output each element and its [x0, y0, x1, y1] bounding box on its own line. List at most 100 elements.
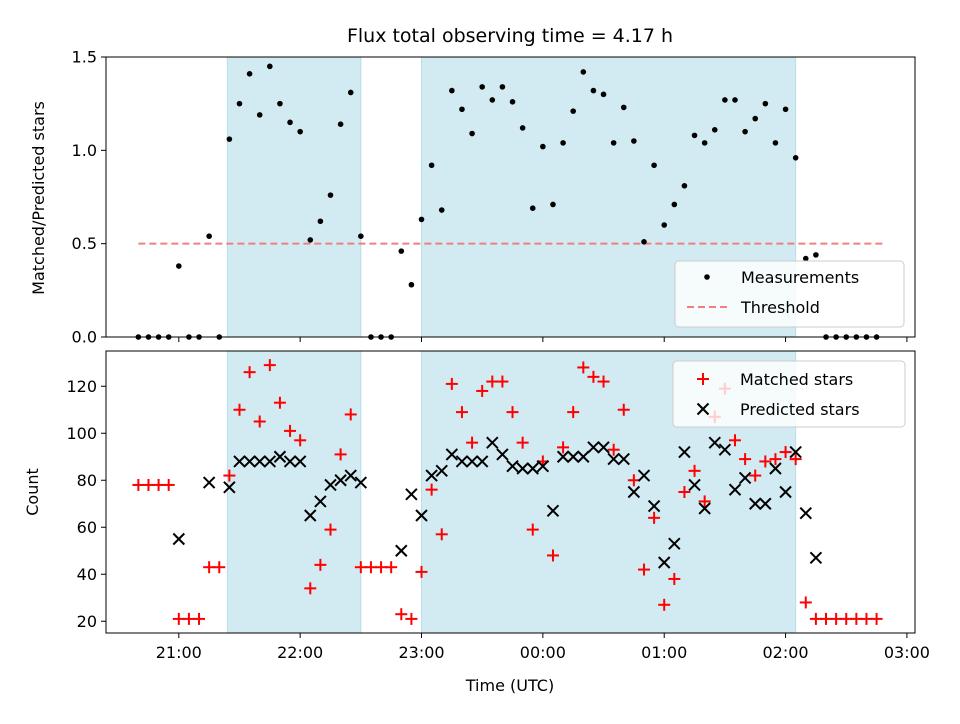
- matched-star-point: [779, 446, 792, 459]
- predicted-star-point: [223, 481, 236, 494]
- matched-star-point: [587, 370, 600, 383]
- predicted-star-point-b: [334, 474, 347, 487]
- matched-star-point: [213, 561, 226, 574]
- predicted-star-point-b: [324, 478, 337, 492]
- matched-star-point: [435, 528, 448, 541]
- top-legend-box: [674, 260, 905, 328]
- predicted-star-point-b: [526, 462, 539, 475]
- legend-predicted-marker: [696, 402, 710, 416]
- top-y-tick-label: 1.0: [72, 141, 97, 160]
- matched-star-point: [557, 441, 570, 454]
- predicted-star-point-b: [354, 476, 368, 489]
- predicted-star-point: [344, 469, 357, 482]
- predicted-star-point: [779, 485, 792, 499]
- matched-star-point: [375, 561, 388, 574]
- measurement-point: [802, 255, 809, 262]
- predicted-star-point: [293, 455, 307, 468]
- predicted-star-point-b: [536, 459, 550, 473]
- predicted-star-point: [749, 497, 762, 510]
- matched-star-point: [607, 443, 620, 456]
- measurement-point: [307, 237, 314, 243]
- measurement-point: [813, 252, 819, 258]
- matched-star-point: [445, 377, 458, 390]
- matched-star-point: [496, 375, 509, 388]
- measurement-point: [681, 183, 688, 189]
- predicted-star-point-b: [809, 551, 823, 565]
- predicted-star-point-b: [435, 464, 448, 478]
- matched-star-point: [830, 612, 843, 625]
- predicted-star-point-b: [698, 502, 711, 515]
- measurement-point: [519, 125, 526, 131]
- matched-star-point: [820, 612, 833, 625]
- predicted-star-point-b: [253, 455, 266, 468]
- matched-star-point: [809, 612, 822, 625]
- matched-star-point: [577, 361, 590, 374]
- top-y-tick-label: 1.5: [72, 48, 97, 67]
- bottom-y-tick-label: 60: [77, 518, 97, 537]
- predicted-star-point-b: [395, 544, 408, 557]
- matched-star-point: [617, 403, 630, 416]
- bottom-x-tick-label: 21:00: [156, 643, 202, 662]
- matched-star-point: [799, 596, 812, 609]
- predicted-star-point-b: [273, 450, 287, 463]
- measurement-point: [772, 140, 779, 146]
- predicted-star-point: [789, 445, 802, 459]
- legend-predicted-label: Predicted stars: [740, 400, 860, 419]
- matched-star-point: [860, 612, 873, 625]
- predicted-star-point: [799, 506, 812, 520]
- bottom-y-tick-label: 40: [77, 565, 97, 584]
- matched-star-point: [233, 403, 246, 416]
- matched-star-point: [850, 612, 863, 625]
- predicted-star-point: [536, 459, 550, 473]
- predicted-star-point-b: [293, 455, 307, 468]
- bottom-axes-border: [105, 350, 916, 634]
- matched-star-point: [668, 572, 681, 585]
- measurement-point: [347, 89, 354, 96]
- matched-star-point: [395, 608, 408, 621]
- predicted-star-point: [637, 469, 651, 482]
- matched-star-point: [142, 478, 155, 491]
- matched-star-point: [658, 598, 671, 611]
- predicted-star-point-b: [718, 443, 732, 456]
- top-axes-border: [105, 56, 916, 338]
- predicted-star-point-b: [344, 469, 357, 482]
- matched-star-point: [546, 549, 559, 562]
- matched-star-point: [749, 469, 762, 482]
- measurement-point: [449, 87, 455, 94]
- measurement-point: [297, 128, 303, 135]
- predicted-star-point: [718, 443, 732, 456]
- predicted-star-point-b: [577, 450, 590, 463]
- measurement-point: [671, 201, 678, 208]
- bottom-plot: 20 40 60 80 100 120 21:00 22:00 23:00 00:00 01:00 0…: [66, 350, 930, 662]
- predicted-star-point-b: [789, 445, 802, 459]
- predicted-star-point-b: [475, 455, 489, 468]
- predicted-star-point: [233, 455, 246, 468]
- matched-star-point: [253, 415, 266, 428]
- predicted-star-point: [314, 495, 327, 508]
- predicted-star-point: [577, 450, 590, 463]
- matched-star-point: [678, 486, 691, 498]
- predicted-star-point-b: [759, 497, 772, 510]
- predicted-star-point: [597, 441, 610, 454]
- predicted-star-point: [516, 462, 529, 475]
- matched-star-point: [354, 561, 367, 574]
- matched-star-point: [294, 434, 307, 447]
- measurement-point: [226, 136, 233, 142]
- measurement-point: [337, 121, 344, 127]
- predicted-star-point: [202, 476, 216, 489]
- top-shaded-interval: [226, 56, 362, 338]
- measurement-point: [489, 97, 496, 103]
- predicted-star-point-b: [678, 445, 691, 459]
- predicted-star-point: [556, 450, 570, 463]
- bottom-x-tick-label: 22:00: [277, 643, 323, 662]
- predicted-star-point-b: [172, 532, 186, 546]
- predicted-star-point: [809, 551, 823, 565]
- matched-star-point: [789, 453, 802, 466]
- measurement-point: [206, 233, 212, 239]
- measurement-point: [509, 99, 516, 105]
- predicted-star-point: [738, 471, 752, 485]
- matched-star-point: [728, 434, 741, 447]
- predicted-star-point-b: [546, 504, 560, 518]
- predicted-star-point: [253, 455, 266, 468]
